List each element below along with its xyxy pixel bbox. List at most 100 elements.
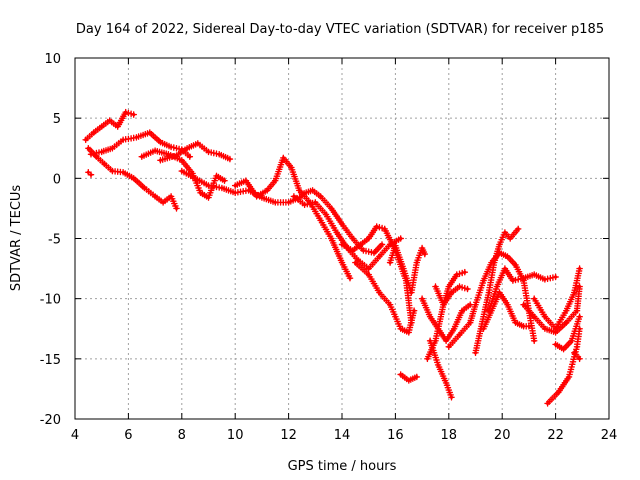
series-track-21	[480, 289, 533, 332]
data-point	[572, 351, 576, 355]
data-point	[452, 327, 456, 331]
data-point	[388, 261, 392, 265]
data-point	[220, 186, 224, 190]
data-point	[372, 251, 376, 255]
x-tick-label: 16	[387, 428, 404, 443]
data-point	[206, 196, 211, 200]
series-track-25	[544, 325, 583, 407]
data-point	[121, 170, 125, 174]
data-point	[425, 357, 429, 361]
x-tick-label: 18	[441, 428, 458, 443]
data-point	[367, 273, 371, 277]
series-track-22	[485, 265, 559, 314]
data-point	[463, 270, 467, 274]
data-point	[281, 156, 285, 160]
series-track-2	[85, 145, 180, 212]
data-point	[532, 315, 536, 319]
data-point	[393, 244, 397, 248]
data-point	[562, 347, 566, 351]
data-point	[441, 303, 446, 307]
data-point	[377, 291, 381, 295]
data-point	[468, 321, 472, 325]
data-point	[532, 273, 536, 277]
data-point	[428, 315, 432, 319]
data-point	[570, 339, 574, 343]
data-point	[329, 206, 333, 210]
data-point	[100, 150, 104, 154]
data-point	[169, 145, 173, 149]
data-point	[169, 194, 173, 198]
series-track-14	[397, 371, 421, 384]
x-tick-label: 6	[124, 428, 132, 443]
data-point	[578, 357, 582, 361]
data-point	[564, 309, 568, 313]
series-markers	[85, 169, 95, 178]
data-point	[158, 158, 162, 162]
data-point	[508, 236, 512, 241]
data-point	[468, 303, 472, 307]
data-point	[121, 138, 125, 142]
data-point	[319, 218, 323, 222]
data-point	[206, 150, 211, 154]
data-point	[84, 138, 88, 142]
chart-title: Day 164 of 2022, Sidereal Day-to-day VTE…	[76, 22, 604, 37]
data-point	[449, 291, 454, 295]
data-point	[311, 188, 315, 192]
data-point	[455, 273, 459, 277]
x-axis-label: GPS time / hours	[288, 459, 397, 474]
data-point	[532, 339, 536, 343]
data-point	[465, 287, 470, 291]
data-point	[409, 291, 413, 295]
data-point	[578, 267, 582, 271]
data-point	[353, 261, 357, 265]
data-point	[92, 131, 96, 135]
x-tick-label: 8	[178, 428, 186, 443]
data-point	[412, 309, 416, 313]
data-point	[206, 184, 211, 188]
y-tick-label: 10	[44, 52, 61, 67]
data-point	[481, 327, 486, 331]
data-point	[86, 170, 90, 174]
data-point	[383, 227, 387, 231]
data-point	[543, 277, 547, 281]
data-point	[340, 261, 344, 265]
data-point	[543, 327, 547, 331]
data-point	[134, 135, 138, 139]
data-point	[148, 131, 152, 135]
data-point	[505, 254, 510, 259]
data-point	[300, 192, 304, 196]
data-point	[356, 258, 360, 262]
data-point	[575, 345, 579, 349]
series-layer	[82, 108, 583, 407]
data-point	[174, 206, 179, 210]
data-point	[567, 375, 571, 379]
x-tick-label: 14	[334, 428, 351, 443]
data-point	[297, 188, 301, 192]
data-point	[124, 110, 128, 114]
series-track-13	[386, 242, 429, 296]
data-point	[265, 188, 269, 192]
series-track-20	[472, 225, 522, 357]
series-track-12	[352, 259, 418, 336]
data-point	[428, 339, 432, 343]
data-point	[554, 342, 558, 346]
data-point	[578, 315, 582, 319]
data-point	[481, 279, 486, 283]
data-point	[319, 194, 323, 198]
data-point	[214, 174, 219, 178]
data-point	[351, 236, 355, 241]
data-point	[102, 162, 106, 166]
x-tick-label: 24	[601, 428, 618, 443]
data-point	[401, 267, 405, 271]
data-point	[423, 252, 427, 256]
data-point	[244, 179, 248, 183]
data-point	[180, 158, 184, 162]
data-point	[399, 236, 403, 241]
data-point	[497, 291, 502, 295]
data-point	[399, 372, 403, 377]
data-point	[407, 378, 411, 383]
data-point	[287, 200, 291, 204]
data-point	[273, 200, 277, 204]
data-point	[457, 333, 462, 337]
